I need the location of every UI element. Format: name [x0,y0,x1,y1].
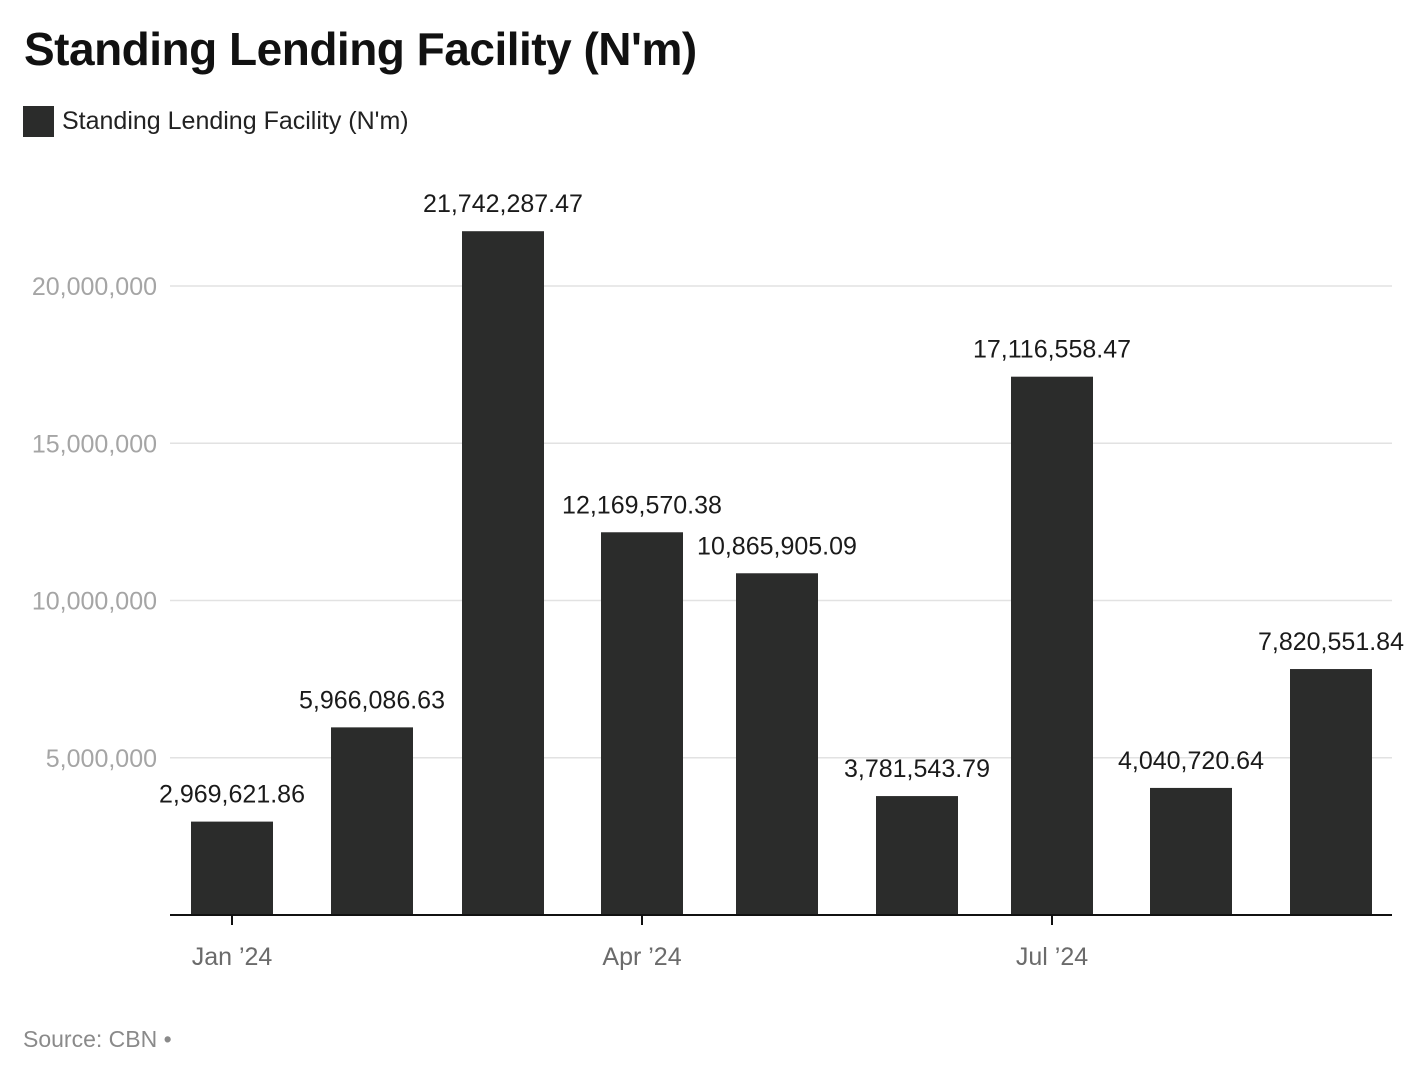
x-tick-label: Jul ’24 [1016,943,1088,971]
bar-chart: 5,000,000 10,000,000 15,000,000 20,000,000 2… [32,190,1404,971]
data-label: 5,966,086.63 [299,686,445,714]
x-tick-label: Jan ’24 [192,943,273,971]
data-label: 17,116,558.47 [973,336,1131,364]
data-label: 4,040,720.64 [1118,747,1264,775]
data-label: 12,169,570.38 [562,491,722,519]
bar [736,573,818,915]
bar [1150,787,1232,915]
bar [601,532,683,915]
y-tick-label: 20,000,000 [32,273,157,301]
chart-legend: Standing Lending Facility (N'm) [23,106,409,137]
source-note: Source: CBN • [23,1026,172,1052]
bar [331,727,413,915]
bar [876,796,958,915]
bar [1290,669,1372,915]
data-label: 7,820,551.84 [1258,628,1404,656]
data-label: 2,969,621.86 [159,781,305,809]
data-label: 10,865,905.09 [697,532,857,560]
y-tick-label: 5,000,000 [46,745,157,773]
x-tick-label: Apr ’24 [602,943,681,971]
y-tick-label: 10,000,000 [32,588,157,616]
legend-swatch [23,106,54,137]
chart-title: Standing Lending Facility (N'm) [24,23,697,75]
bar [462,231,544,915]
data-label: 3,781,543.79 [844,755,990,783]
y-tick-label: 15,000,000 [32,430,157,458]
legend-label: Standing Lending Facility (N'm) [62,107,409,135]
bar [191,821,273,915]
bar [1011,376,1093,916]
data-label: 21,742,287.47 [423,190,583,218]
